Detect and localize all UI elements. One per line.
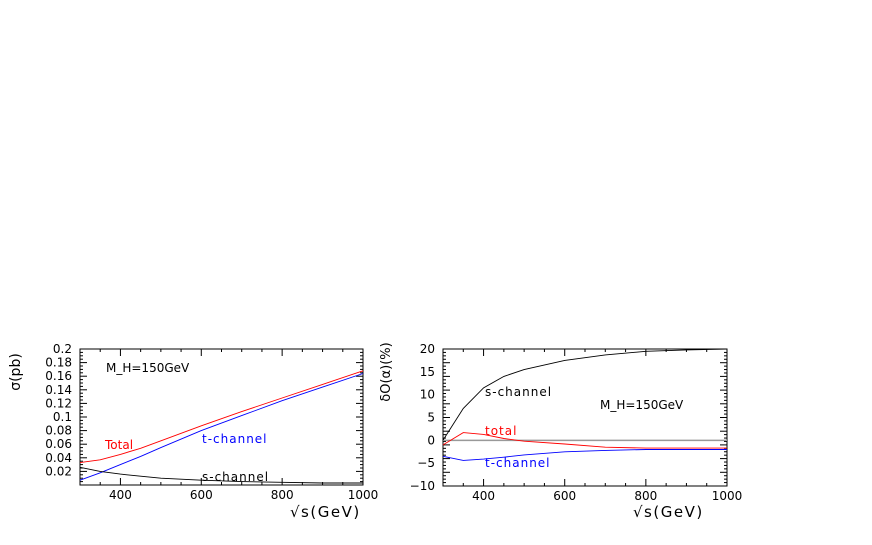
x-tick-label: 800 bbox=[634, 489, 657, 503]
series-line-t-channel bbox=[79, 373, 364, 481]
y-tick-label: 0.12 bbox=[45, 396, 72, 410]
legend-label-total: Total bbox=[104, 438, 133, 452]
series-line-total bbox=[442, 432, 727, 449]
x-axis-label: √s(GeV) bbox=[633, 503, 704, 521]
y-axis-label: σ(pb) bbox=[8, 353, 24, 391]
x-tick-label: 800 bbox=[271, 488, 294, 502]
cross-section-plot: σ(pb) √s(GeV) M_H=150GeV Total t-channel… bbox=[8, 342, 378, 521]
y-axis-label: δO(α)(%) bbox=[379, 342, 394, 401]
y-tick-label: −5 bbox=[417, 456, 435, 470]
correction-plot: δO(α)(%) √s(GeV) M_H=150GeV s-channel to… bbox=[379, 342, 742, 521]
x-tick-label: 1000 bbox=[712, 489, 743, 503]
y-tick-label: 10 bbox=[420, 388, 435, 402]
y-tick-label: 0 bbox=[427, 433, 435, 447]
x-tick-label: 1000 bbox=[348, 488, 379, 502]
y-tick-label: 0.06 bbox=[45, 437, 72, 451]
series-line-total bbox=[79, 370, 364, 464]
x-tick-label: 600 bbox=[553, 489, 576, 503]
y-tick-label: −10 bbox=[410, 479, 435, 493]
y-tick-label: 0.08 bbox=[45, 424, 72, 438]
y-tick-label: 5 bbox=[427, 411, 435, 425]
legend-label-total: total bbox=[485, 424, 517, 438]
legend-label-t-channel: t-channel bbox=[202, 432, 268, 446]
y-tick-label: 20 bbox=[420, 342, 435, 356]
y-tick-label: 0.18 bbox=[45, 356, 72, 370]
y-tick-label: 0.2 bbox=[53, 342, 72, 356]
y-tick-label: 0.1 bbox=[53, 410, 72, 424]
y-tick-label: 0.02 bbox=[45, 464, 72, 478]
legend-label-s-channel: s-channel bbox=[485, 385, 552, 399]
mass-annotation: M_H=150GeV bbox=[106, 361, 190, 375]
y-tick-label: 0.16 bbox=[45, 369, 72, 383]
x-tick-label: 400 bbox=[472, 489, 495, 503]
x-tick-label: 600 bbox=[190, 488, 213, 502]
series-line-s-channel bbox=[442, 348, 728, 441]
mass-annotation: M_H=150GeV bbox=[600, 398, 684, 412]
legend-label-t-channel: t-channel bbox=[485, 456, 551, 470]
y-tick-label: 0.14 bbox=[45, 383, 72, 397]
series-line-t-channel bbox=[442, 449, 727, 461]
series-line-s-channel bbox=[79, 466, 363, 484]
y-tick-label: 15 bbox=[420, 365, 435, 379]
x-axis-label: √s(GeV) bbox=[290, 503, 361, 521]
y-tick-label: 0.04 bbox=[45, 451, 72, 465]
x-tick-label: 400 bbox=[109, 488, 132, 502]
